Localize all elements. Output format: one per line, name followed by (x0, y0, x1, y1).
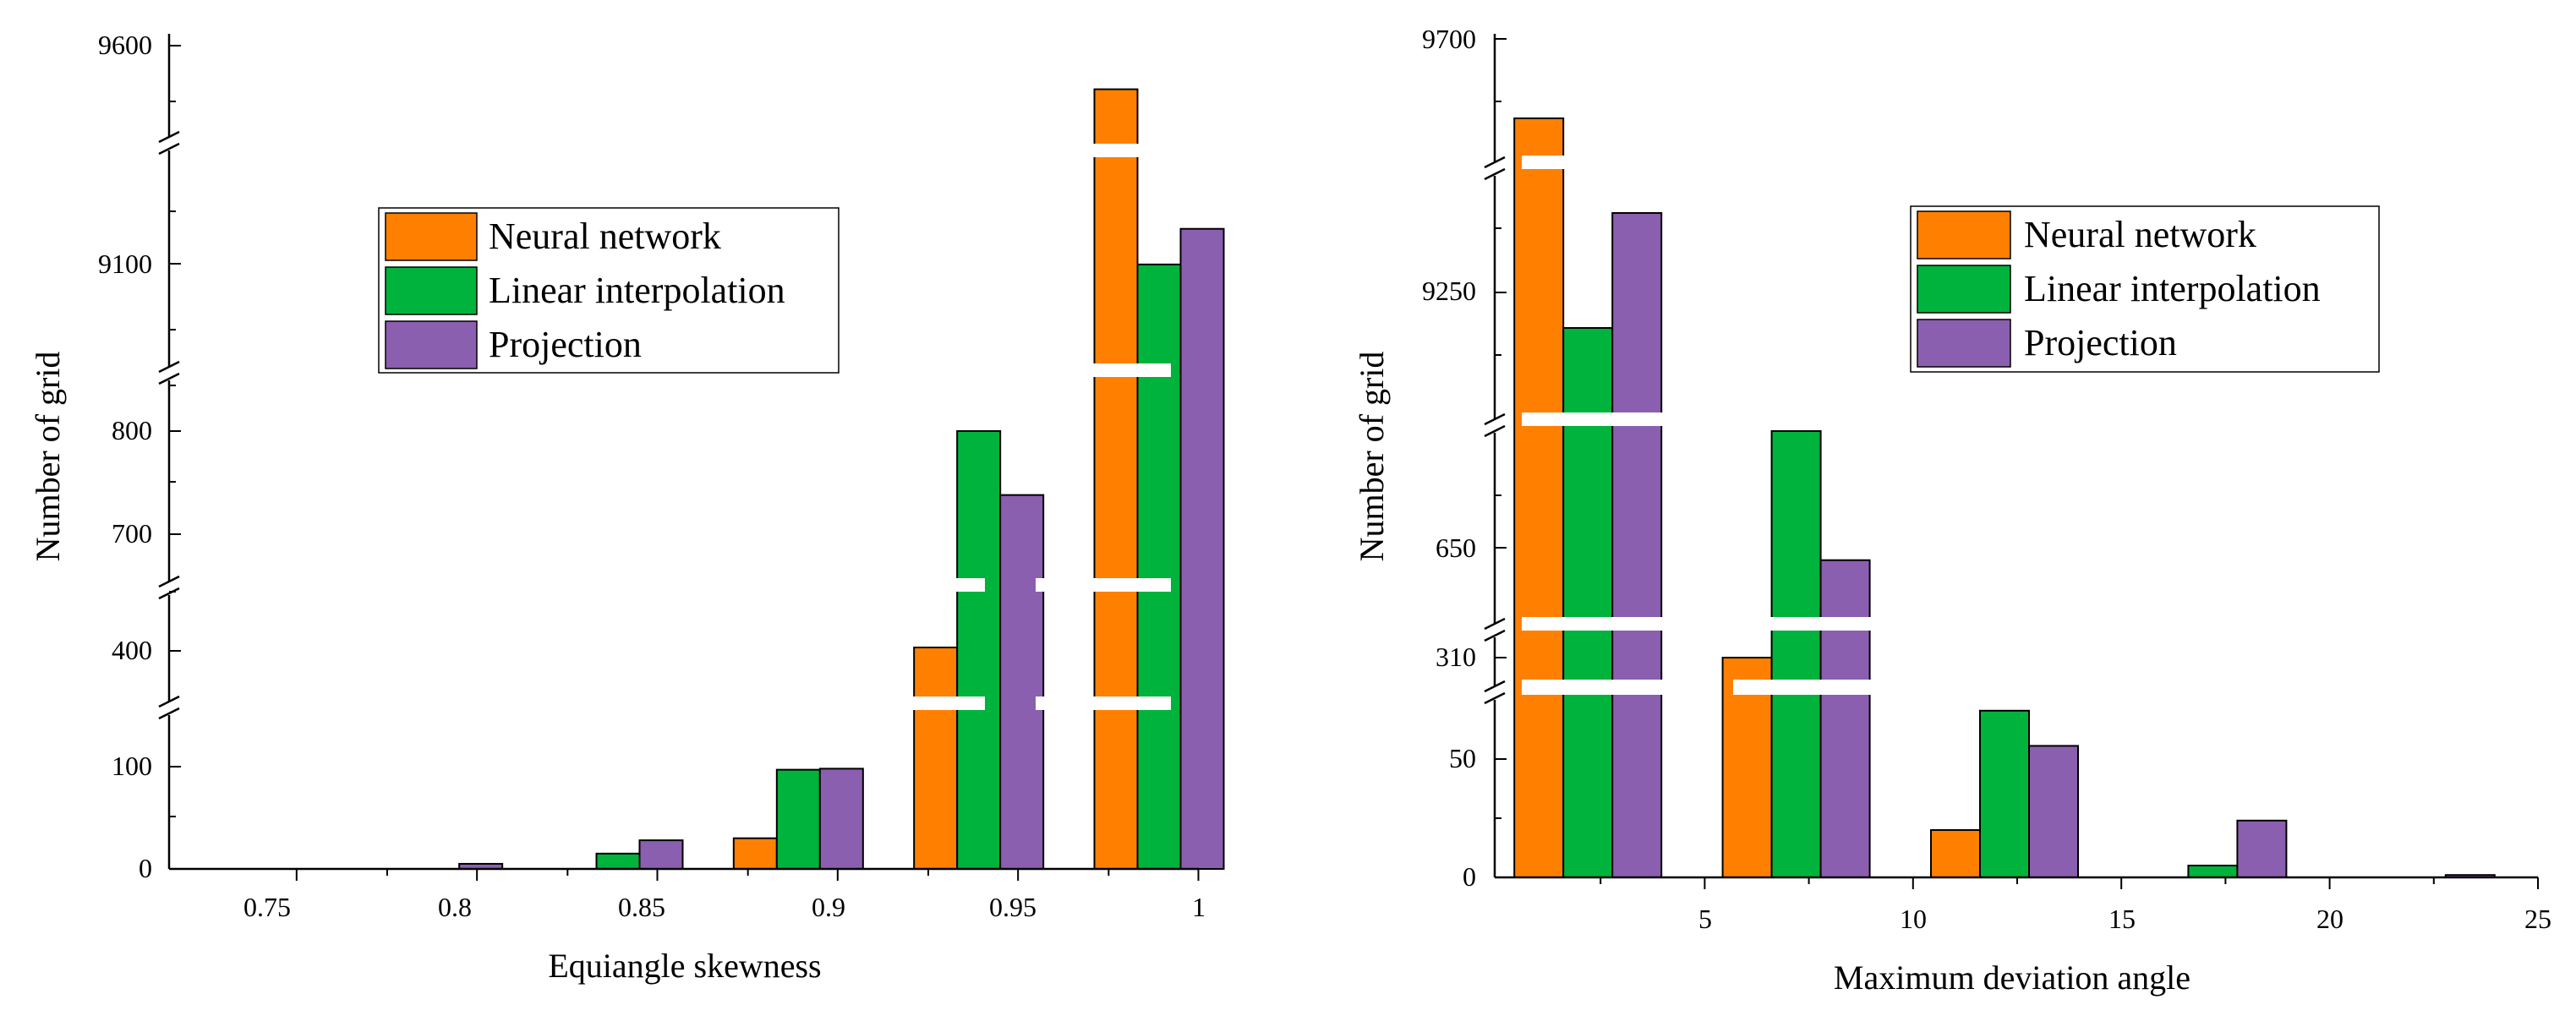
neural-network-bar (1513, 117, 1565, 878)
axis-break-mark (158, 587, 180, 600)
projection-bar (1819, 559, 1871, 878)
x-tick-label: 25 (2524, 904, 2551, 934)
axis-break-mark (1484, 680, 1506, 693)
axis-break-gap (1733, 617, 1890, 631)
x-tick-label: 0.95 (989, 892, 1036, 922)
axis-break-gap (1522, 617, 1691, 631)
skewness-chart: 9600 9100 800 700 400 100 0 0.75 0.8 0.8… (29, 30, 1225, 985)
legend-swatch-linear (385, 266, 478, 315)
legend-swatch-neural (1917, 210, 2011, 259)
x-tick-label: 10 (1900, 904, 1927, 934)
x-tick-label: 15 (2108, 904, 2136, 934)
x-tick-label: 0.8 (438, 892, 472, 922)
axis-break-gap (1036, 696, 1171, 710)
neural-network-bar (1093, 88, 1139, 871)
legend: Neural network Linear interpolation Proj… (1910, 205, 2380, 373)
axis-break-gap (850, 578, 985, 592)
deviation-angle-chart: 9700 9250 650 310 50 0 5 10 15 20 25 Max… (1353, 24, 2551, 997)
y-tick-label: 9600 (98, 30, 152, 60)
y-tick-label: 700 (112, 518, 152, 549)
x-axis-title: Equiangle skewness (548, 947, 821, 985)
linear-interpolation-bar (1770, 430, 1822, 878)
y-tick-label: 800 (112, 415, 152, 445)
y-tick-label: 650 (1436, 533, 1476, 563)
axis-break-mark (1484, 424, 1506, 438)
axis-break-mark (1484, 617, 1506, 631)
axis-break-mark (1484, 412, 1506, 426)
axis-break-gap (1036, 363, 1171, 377)
axis-break-gap (850, 696, 985, 710)
legend: Neural network Linear interpolation Proj… (378, 207, 840, 374)
axis-break-mark (158, 707, 180, 720)
axis-break-gap (1522, 156, 1691, 169)
axis-break-gap (1522, 412, 1691, 426)
x-tick-label: 1 (1192, 892, 1206, 922)
axis-break-mark (1484, 167, 1506, 181)
legend-label: Projection (2024, 322, 2177, 363)
axis-break-mark (158, 575, 180, 588)
neural-network-bar (732, 837, 778, 871)
legend-label: Projection (489, 324, 642, 365)
x-tick-label: 0.75 (243, 892, 291, 922)
axis-break-mark (158, 142, 180, 156)
axis-break-gap (1036, 144, 1171, 157)
axis-break-mark (158, 695, 180, 708)
axis-break-mark (1484, 691, 1506, 705)
legend-swatch-linear (1917, 265, 2011, 314)
linear-interpolation-bar (1979, 709, 2030, 878)
axis-break-mark (158, 130, 180, 144)
x-axis-title: Maximum deviation angle (1834, 959, 2190, 997)
projection-bar (818, 767, 864, 870)
linear-interpolation-bar (775, 768, 821, 871)
legend-swatch-neural (385, 212, 478, 261)
projection-bar (1611, 212, 1663, 878)
axis-break-mark (1484, 156, 1506, 169)
y-tick-label: 310 (1436, 642, 1476, 672)
axis-break-gap (1522, 680, 1691, 695)
y-axis-title: Number of grid (1353, 352, 1391, 562)
legend-label: Linear interpolation (2024, 268, 2321, 309)
linear-interpolation-bar (2187, 865, 2239, 878)
projection-bar (2028, 745, 2079, 879)
y-tick-label: 9250 (1422, 276, 1476, 306)
projection-bar (1179, 227, 1225, 871)
axis-break-mark (1484, 629, 1506, 642)
linear-interpolation-bar (956, 429, 1002, 870)
axis-break-gap (1036, 578, 1171, 592)
y-tick-label: 0 (139, 853, 152, 883)
x-tick-label: 0.9 (812, 892, 845, 922)
x-tick-label: 20 (2316, 904, 2344, 934)
linear-interpolation-bar (595, 852, 641, 870)
x-tick-label: 5 (1698, 904, 1712, 934)
y-tick-label: 100 (112, 751, 152, 781)
projection-bar (2236, 819, 2288, 878)
y-tick-label: 9100 (98, 249, 152, 279)
legend-label: Linear interpolation (489, 270, 785, 311)
projection-bar (999, 494, 1045, 870)
legend-swatch-projection (385, 320, 478, 369)
axis-break-gap (1733, 680, 1890, 695)
linear-interpolation-bar (1562, 327, 1614, 878)
legend-swatch-projection (1917, 319, 2011, 368)
linear-interpolation-bar (1136, 263, 1182, 870)
y-tick-label: 0 (1463, 861, 1476, 892)
neural-network-bar (1930, 829, 1981, 878)
y-tick-label: 400 (112, 635, 152, 665)
legend-label: Neural network (2024, 214, 2256, 255)
neural-network-bar (913, 647, 959, 870)
axis-break-mark (158, 372, 180, 385)
legend-label: Neural network (489, 216, 721, 257)
axis-break-mark (158, 360, 180, 374)
y-tick-label: 50 (1449, 743, 1476, 773)
y-axis-title: Number of grid (29, 352, 67, 562)
x-tick-label: 0.85 (618, 892, 665, 922)
y-tick-label: 9700 (1422, 24, 1476, 54)
projection-bar (638, 839, 684, 870)
